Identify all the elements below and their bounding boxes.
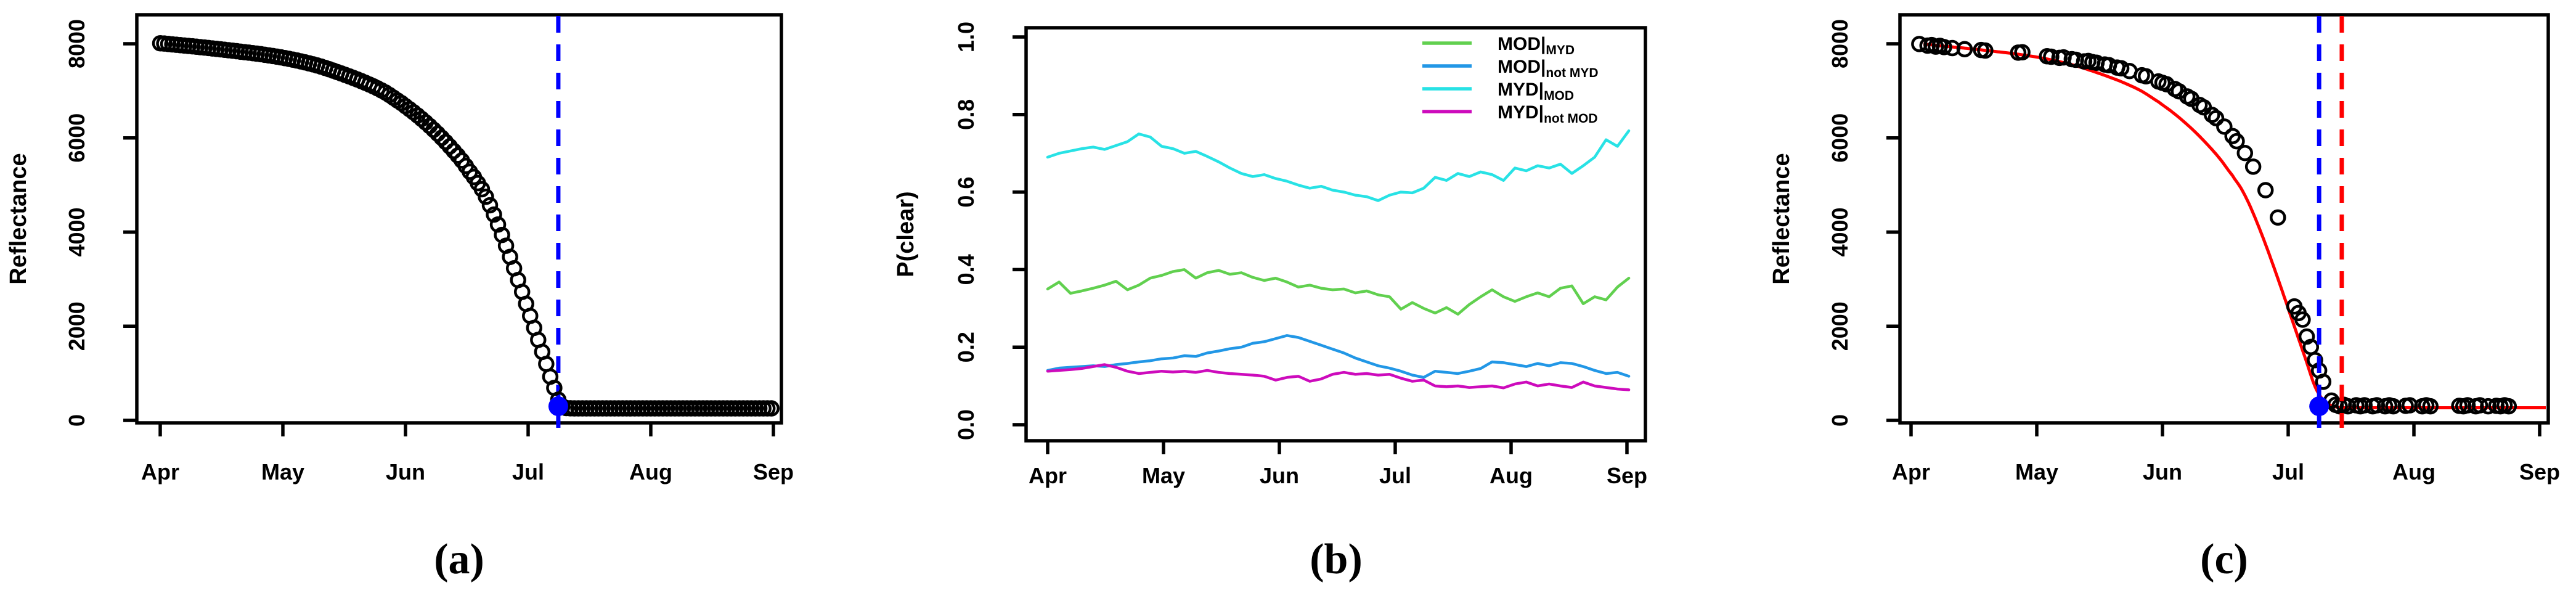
data-point <box>2294 311 2311 328</box>
y-tick-label: 0.6 <box>953 177 979 208</box>
y-axis-title: Reflectance <box>6 153 31 284</box>
legend-label-main: MYD| <box>1498 102 1544 123</box>
legend-label-main: MOD| <box>1498 34 1546 54</box>
x-tick-label: Jul <box>512 459 544 484</box>
x-tick-label: Sep <box>2519 459 2560 484</box>
x-tick-label: Aug <box>629 459 672 484</box>
x-tick-label: Apr <box>141 459 179 484</box>
panel-caption-c: (c) <box>2200 536 2248 583</box>
data-point <box>2236 144 2254 161</box>
x-tick-label: May <box>2015 459 2058 484</box>
x-tick-label: Aug <box>1490 463 1533 488</box>
x-tick-label: Jun <box>386 459 425 484</box>
y-tick-label: 0 <box>1827 414 1853 427</box>
y-tick-label: 8000 <box>1827 19 1853 68</box>
legend-label-subscript: MYD <box>1546 43 1575 57</box>
data-point <box>2315 374 2332 390</box>
panel-a: Apr May Jun Jul Aug Sep 0 2000 4000 6000 8000 Refle… <box>6 13 794 583</box>
data-point <box>2257 182 2274 198</box>
y-axis-title: Reflectance <box>1769 153 1795 284</box>
y-axis-title: P(clear) <box>893 191 919 277</box>
x-tick-label: Jun <box>2143 459 2182 484</box>
y-tick-label: 6000 <box>1827 113 1853 163</box>
legend-label-subscript: MOD <box>1544 89 1574 103</box>
y-tick-label: 4000 <box>64 207 89 256</box>
data-point <box>2471 397 2488 414</box>
data-point <box>1936 39 1952 55</box>
series-line-myd-given-not-mod <box>1046 363 1631 391</box>
data-point <box>2244 158 2262 175</box>
data-point <box>481 197 499 214</box>
fitted-curve <box>1923 43 2546 409</box>
legend-label-main: MOD| <box>1498 57 1546 77</box>
x-tick-label: Jul <box>1379 463 1411 488</box>
data-point <box>2113 60 2130 76</box>
legend-label-subscript: not MOD <box>1544 112 1597 126</box>
plot-box <box>1898 13 2550 425</box>
data-point <box>2195 99 2212 116</box>
data-point <box>2216 118 2233 135</box>
panel-b: Apr May Jun Jul Aug Sep 0.0 0.2 0.4 0.6 0.8 1.0 P(cl… <box>893 22 1647 583</box>
data-point <box>2422 398 2439 415</box>
y-tick-label: 2000 <box>64 301 89 351</box>
plot-box <box>135 13 783 425</box>
y-tick-label: 0.0 <box>953 409 979 440</box>
series-line-mod-given-myd <box>1046 268 1631 316</box>
data-point <box>2014 44 2031 60</box>
panel-caption-b: (b) <box>1310 536 1363 583</box>
data-point <box>478 189 494 205</box>
x-tick-label: Aug <box>2392 459 2435 484</box>
y-tick-label: 0.8 <box>953 99 979 130</box>
y-tick-label: 0.2 <box>953 332 979 362</box>
legend-label-mod-given-not-myd: MOD|not MYD <box>1498 57 1599 80</box>
y-tick-label: 0.4 <box>953 254 979 285</box>
data-point <box>2270 209 2286 226</box>
panel-c: Apr May Jun Jul Aug Sep 0 2000 4000 6000 8000 Refle… <box>1769 13 2560 583</box>
y-tick-label: 0 <box>64 414 89 427</box>
y-tick-label: 1.0 <box>953 22 979 52</box>
data-point <box>441 138 459 155</box>
legend-label-myd-given-not-mod: MYD|not MOD <box>1498 102 1598 126</box>
legend-label-main: MYD| <box>1498 80 1544 100</box>
event-date-dot <box>548 396 568 417</box>
y-tick-label: 6000 <box>64 113 89 163</box>
x-tick-label: Sep <box>753 459 794 484</box>
data-point <box>2170 83 2188 100</box>
data-point <box>433 129 450 146</box>
data-point <box>763 400 780 417</box>
x-tick-label: Apr <box>1892 459 1930 484</box>
legend-label-myd-given-mod: MYD|MOD <box>1498 80 1574 103</box>
data-point <box>2158 76 2175 92</box>
y-tick-label: 4000 <box>1827 207 1853 256</box>
series-line-mod-given-not-myd <box>1046 334 1631 379</box>
data-point <box>486 206 502 223</box>
event-date-dot <box>2309 396 2329 417</box>
data-point <box>1977 42 1994 59</box>
data-point <box>429 125 446 142</box>
data-point <box>2228 133 2245 150</box>
legend-label-mod-given-myd: MOD|MYD <box>1498 34 1575 57</box>
data-point <box>1956 41 1973 58</box>
y-tick-label: 8000 <box>64 19 89 68</box>
data-point <box>2207 110 2225 126</box>
x-tick-label: Sep <box>1607 463 1647 488</box>
x-tick-label: Apr <box>1029 463 1067 488</box>
plot-box <box>1024 26 1647 443</box>
data-point <box>437 134 454 150</box>
legend-label-subscript: not MYD <box>1546 66 1598 80</box>
series-line-myd-given-mod <box>1046 129 1631 202</box>
y-tick-label: 2000 <box>1827 301 1853 351</box>
x-tick-label: Jun <box>1260 463 1299 488</box>
x-tick-label: May <box>261 459 304 484</box>
x-tick-label: Jul <box>2272 459 2304 484</box>
x-tick-label: May <box>1142 463 1185 488</box>
data-point <box>2500 398 2517 415</box>
panel-caption-a: (a) <box>434 536 484 583</box>
